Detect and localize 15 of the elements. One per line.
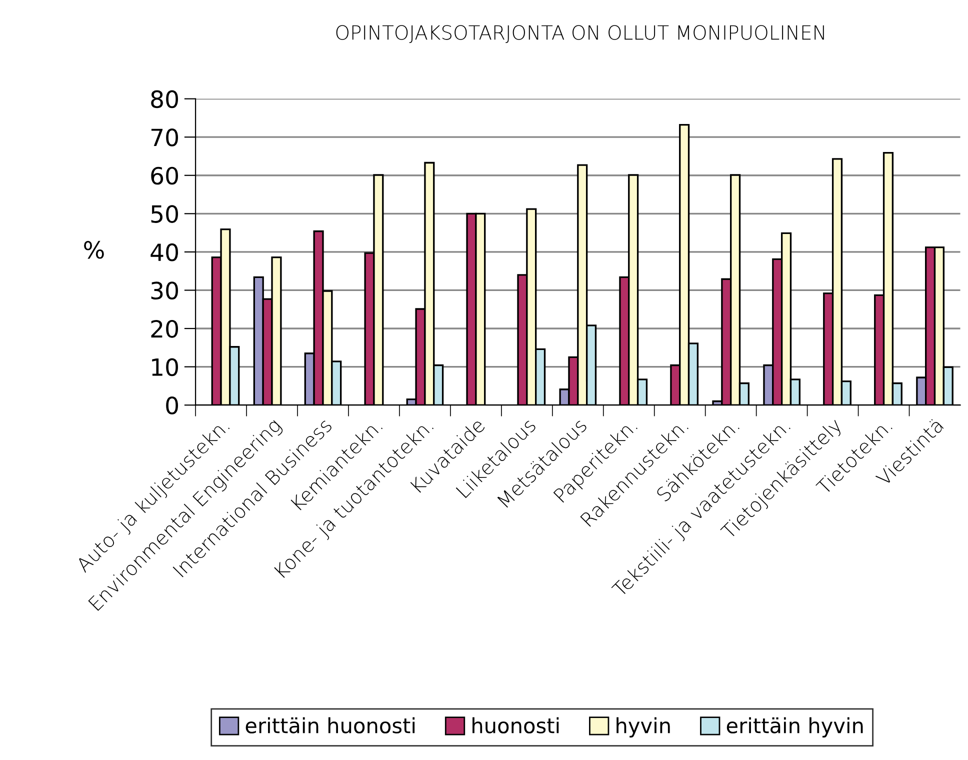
legend-label: erittäin hyvin — [726, 717, 863, 738]
y-tick-label: 30 — [151, 282, 178, 300]
chart-title: OPINTOJAKSOTARJONTA ON OLLUT MONIPUOLINEN — [336, 25, 824, 44]
legend-label: huonosti — [472, 717, 559, 734]
y-tick-label: 70 — [151, 128, 178, 146]
y-tick-label: 60 — [151, 166, 178, 185]
y-tick-label: 20 — [151, 320, 178, 338]
y-tick-label: 80 — [151, 90, 178, 108]
y-tick-label: 10 — [152, 358, 178, 376]
y-tick-label: 40 — [150, 243, 178, 262]
y-axis-title: % — [84, 240, 104, 259]
y-tick-label: 0 — [166, 396, 178, 414]
y-tick-label: 50 — [151, 205, 178, 223]
legend-label: hyvin — [616, 717, 670, 738]
legend-label: erittäin huonosti — [246, 717, 415, 734]
